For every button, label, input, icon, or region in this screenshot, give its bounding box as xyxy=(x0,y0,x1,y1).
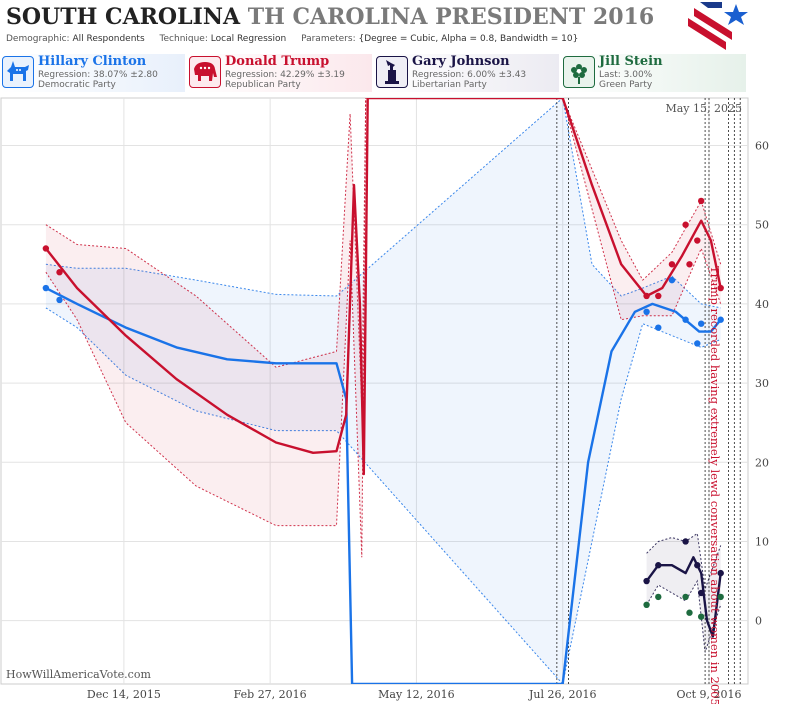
candidate-stat: Regression: 6.00% ±3.43 xyxy=(412,70,527,80)
poll-point-donald-trump xyxy=(56,269,63,276)
y-tick-label: 60 xyxy=(755,140,769,153)
poll-point-donald-trump xyxy=(655,292,662,300)
poll-point-jill-stein xyxy=(682,593,689,601)
y-tick-label: 10 xyxy=(755,535,769,548)
poll-point-donald-trump xyxy=(686,261,693,268)
poll-point-hillary-clinton xyxy=(682,316,689,323)
poll-point-jill-stein xyxy=(643,601,650,609)
grid xyxy=(0,97,749,685)
chart-parameters: Demographic: All Respondents Technique: … xyxy=(6,34,578,44)
confidence-bands xyxy=(45,98,722,684)
legend-item-trump: Donald Trump Regression: 42.29% ±3.19 Re… xyxy=(187,54,372,92)
trend-line-donald-trump xyxy=(44,98,722,476)
parameters-label: Parameters: xyxy=(301,34,356,44)
poll-point-donald-trump xyxy=(697,197,705,205)
x-tick-label: Jul 26, 2016 xyxy=(528,688,597,701)
parameters-value: {Degree = Cubic, Alpha = 0.8, Bandwidth … xyxy=(358,34,579,44)
poll-point-gary-johnson xyxy=(682,538,689,545)
poll-point-gary-johnson xyxy=(655,562,662,569)
y-tick-label: 40 xyxy=(755,298,769,311)
poll-point-hillary-clinton xyxy=(717,316,724,323)
poll-point-hillary-clinton xyxy=(56,296,63,304)
title-rest: TH CAROLINA PRESIDENT 2016 xyxy=(247,4,655,30)
candidate-stat: Regression: 38.07% ±2.80 xyxy=(38,70,158,80)
poll-point-gary-johnson xyxy=(717,569,724,577)
y-tick-label: 30 xyxy=(755,377,769,390)
trend-lines xyxy=(44,98,722,684)
event-annotation: Trump recorded having extremely lewd con… xyxy=(708,266,722,704)
candidate-stat: Regression: 42.29% ±3.19 xyxy=(225,70,345,80)
candidate-party: Libertarian Party xyxy=(412,80,487,90)
poll-point-jill-stein xyxy=(697,613,705,620)
poll-point-donald-trump xyxy=(694,237,701,244)
y-tick-label: 0 xyxy=(755,615,762,628)
trend-line-hillary-clinton xyxy=(45,287,722,684)
technique-label: Technique: xyxy=(159,34,208,44)
poll-chart: 0 10 20 30 40 50 60 Dec 14, 2015 Feb 27, 2016 May… xyxy=(0,97,769,704)
y-tick-label: 20 xyxy=(755,456,769,469)
band-lower-gary-johnson xyxy=(646,579,722,653)
axes: 0 10 20 30 40 50 60 Dec 14, 2015 Feb 27, 2016 May… xyxy=(87,140,769,701)
chart-header: SOUTH CAROLINA TH CAROLINA PRESIDENT 201… xyxy=(0,0,789,52)
poll-point-donald-trump xyxy=(42,245,50,252)
legend-item-johnson: Gary Johnson Regression: 6.00% ±3.43 Lib… xyxy=(374,54,559,92)
title-state: SOUTH CAROLINA xyxy=(6,4,241,30)
demographic-label: Demographic: xyxy=(6,34,70,44)
poll-point-hillary-clinton xyxy=(655,324,662,331)
technique-value: Local Regression xyxy=(210,34,287,44)
poll-point-gary-johnson xyxy=(697,589,705,597)
event-lines xyxy=(556,98,741,684)
donkey-icon xyxy=(2,56,34,88)
statue-of-liberty-icon xyxy=(376,56,408,88)
candidate-name: Donald Trump xyxy=(225,54,330,69)
candidate-name: Jill Stein xyxy=(599,54,663,69)
date-label: May 15, 2025 xyxy=(665,102,742,115)
elephant-icon xyxy=(189,56,221,88)
band-lower-hillary-clinton xyxy=(45,307,721,684)
flower-icon xyxy=(563,56,595,88)
legend-item-clinton: Hillary Clinton Regression: 38.07% ±2.80… xyxy=(0,54,185,92)
poll-point-hillary-clinton xyxy=(694,340,701,347)
candidate-party: Democratic Party xyxy=(38,80,116,90)
legend-item-stein: Jill Stein Last: 3.00% Green Party xyxy=(561,54,746,92)
site-logo-icon xyxy=(688,2,748,50)
band-hillary-clinton xyxy=(45,98,721,684)
candidate-name: Hillary Clinton xyxy=(38,54,147,69)
candidate-party: Green Party xyxy=(599,80,653,90)
poll-point-gary-johnson xyxy=(643,577,650,585)
candidate-legend: Hillary Clinton Regression: 38.07% ±2.80… xyxy=(0,54,789,94)
poll-point-gary-johnson xyxy=(694,562,701,569)
candidate-name: Gary Johnson xyxy=(412,54,510,69)
poll-point-hillary-clinton xyxy=(42,284,50,292)
poll-point-donald-trump xyxy=(717,284,724,292)
band-gary-johnson xyxy=(646,533,721,653)
band-upper-hillary-clinton xyxy=(45,98,721,309)
poll-point-jill-stein xyxy=(717,593,724,601)
poll-point-hillary-clinton xyxy=(668,276,676,284)
band-donald-trump xyxy=(45,98,721,558)
trend-line-gary-johnson xyxy=(645,556,722,638)
x-tick-label: May 12, 2016 xyxy=(378,688,455,701)
y-tick-label: 50 xyxy=(755,219,769,232)
chart-title: SOUTH CAROLINA TH CAROLINA PRESIDENT 201… xyxy=(6,4,654,30)
poll-point-jill-stein xyxy=(655,593,662,601)
candidate-party: Republican Party xyxy=(225,80,301,90)
poll-point-donald-trump xyxy=(668,261,676,268)
poll-point-hillary-clinton xyxy=(697,320,705,327)
poll-points xyxy=(42,197,724,620)
band-lower-donald-trump xyxy=(45,98,722,558)
x-tick-label: Feb 27, 2016 xyxy=(234,688,307,701)
demographic-value: All Respondents xyxy=(72,34,145,44)
x-tick-label: Oct 9, 2016 xyxy=(676,688,741,701)
poll-point-jill-stein xyxy=(686,609,693,616)
x-tick-label: Dec 14, 2015 xyxy=(87,688,161,701)
poll-point-donald-trump xyxy=(682,221,689,228)
poll-point-hillary-clinton xyxy=(643,308,650,316)
watermark: HowWillAmericaVote.com xyxy=(6,668,151,681)
poll-point-donald-trump xyxy=(643,292,650,300)
candidate-stat: Last: 3.00% xyxy=(599,70,653,80)
